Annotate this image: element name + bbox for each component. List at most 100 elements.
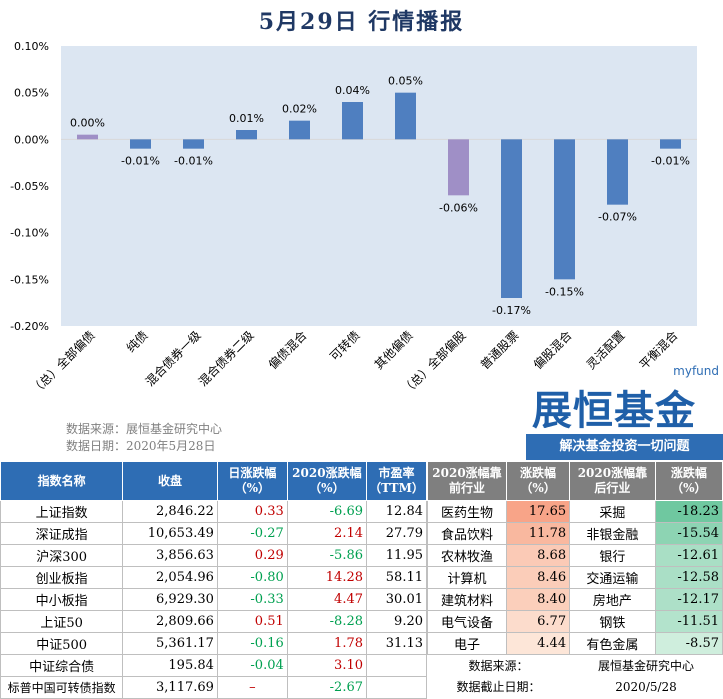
footer-value: 2020/5/28 (615, 679, 677, 694)
table-row: 沪深300 3,856.63 0.29 -5.86 11.95 (0, 544, 427, 567)
day-change-cell: 0.51 (216, 610, 288, 633)
x-tick-label: 普通股票 (478, 328, 522, 372)
ytd-change-cell: 4.47 (286, 588, 368, 611)
x-tick-label: 可转债 (327, 328, 363, 364)
y-tick-label: -0.15% (10, 273, 49, 286)
bar (607, 139, 628, 205)
table-row: 中证综合债 195.84 -0.04 3.10 (0, 654, 427, 677)
pe-cell (366, 654, 427, 677)
close-cell: 6,929.30 (122, 588, 218, 611)
y-tick-label: 0.00% (14, 133, 49, 146)
ytd-change-cell: 1.78 (286, 632, 368, 655)
bottom-change-cell: -11.51 (654, 610, 723, 633)
footer-value: 展恒基金研究中心 (598, 659, 695, 673)
index-table: 指数名称 收盘 日涨跌幅（%） 2020涨跌幅（%） 市盈率（TTM） 上证指数… (0, 461, 427, 699)
index-name-cell: 上证指数 (0, 500, 124, 523)
x-tick-label: 混合债券二级 (195, 328, 257, 390)
footer-label: 数据来源： (468, 659, 529, 673)
brand-logo: myfund 展恒基金 解决基金投资一切问题 (526, 364, 723, 464)
data-label: -0.15% (545, 285, 584, 298)
data-label: -0.01% (121, 155, 160, 168)
x-tick-label: 偏债混合 (265, 328, 310, 373)
col-header-bottom-industry: 2020涨幅靠后行业 (569, 461, 656, 501)
footer-row: 数据截止日期： 2020/5/28 (428, 676, 723, 697)
top-industry-cell: 医药生物 (427, 500, 507, 523)
table-row: 创业板指 2,054.96 -0.80 14.28 58.11 (0, 566, 427, 589)
day-change-cell: – (216, 676, 288, 699)
col-header-top-industry: 2020涨幅靠前行业 (427, 461, 507, 501)
data-label: -0.17% (492, 304, 531, 317)
y-tick-label: 0.05% (14, 87, 49, 100)
top-change-cell: 17.65 (505, 500, 571, 523)
pe-cell (366, 676, 427, 699)
x-tick-label: （总）全部偏债 (28, 328, 98, 398)
ytd-change-cell: -2.67 (286, 676, 368, 699)
logo-slogan: 解决基金投资一切问题 (526, 434, 723, 460)
y-tick-label: -0.10% (10, 227, 49, 240)
x-tick-label: 混合债券一级 (142, 328, 204, 390)
table-row: 标普中国可转债指数 3,117.69– -2.67 (0, 676, 427, 699)
top-change-cell: 8.68 (505, 544, 571, 567)
bottom-industry-cell: 非银金融 (569, 522, 656, 545)
bar (660, 139, 681, 149)
close-cell: 2,809.66 (122, 610, 218, 633)
index-name-cell: 沪深300 (0, 544, 124, 567)
ytd-change-cell: 3.10 (286, 654, 368, 677)
day-change-cell: -0.80 (216, 566, 288, 589)
bottom-industry-cell: 采掘 (569, 500, 656, 523)
table-row: 农林牧渔 8.68 银行 -12.61 (427, 544, 723, 567)
industry-table: 2020涨幅靠前行业 涨跌幅（%） 2020涨幅靠后行业 涨跌幅（%） 医药生物… (427, 461, 723, 697)
table-row: 中证500 5,361.17 -0.16 1.78 31.13 (0, 632, 427, 655)
bar (501, 139, 522, 298)
pe-cell: 12.84 (366, 500, 427, 523)
bar-chart: 0.10% 0.05% 0.00% -0.05% -0.10% -0.15% -0.20% 0… (10, 40, 697, 398)
top-industry-cell: 食品饮料 (427, 522, 507, 545)
col-header-ytd: 2020涨跌幅（%） (286, 461, 368, 501)
bottom-industry-cell: 钢铁 (569, 610, 656, 633)
index-name-cell: 深证成指 (0, 522, 124, 545)
logo-brand-text: 展恒基金 (532, 388, 696, 434)
bar (554, 139, 575, 280)
top-change-cell: 8.46 (505, 566, 571, 589)
close-cell: 10,653.49 (122, 522, 218, 545)
table-row: 上证50 2,809.66 0.51 -8.28 9.20 (0, 610, 427, 633)
close-cell: 3,117.69 (122, 676, 218, 699)
pe-cell: 9.20 (366, 610, 427, 633)
index-name-cell: 中小板指 (0, 588, 124, 611)
pe-cell: 58.11 (366, 566, 427, 589)
table-row: 医药生物 17.65 采掘 -18.23 (427, 500, 723, 523)
bottom-change-cell: -15.54 (654, 522, 723, 545)
index-name-cell: 创业板指 (0, 566, 124, 589)
data-label: 0.05% (388, 75, 423, 88)
index-name-cell: 中证500 (0, 632, 124, 655)
table-row: 电气设备 6.77 钢铁 -11.51 (427, 610, 723, 633)
top-industry-cell: 农林牧渔 (427, 544, 507, 567)
close-cell: 195.84 (122, 654, 218, 677)
top-change-cell: 11.78 (505, 522, 571, 545)
pe-cell: 31.13 (366, 632, 427, 655)
col-header-day: 日涨跌幅（%） (216, 461, 288, 501)
y-tick-label: -0.20% (10, 320, 49, 333)
top-change-cell: 6.77 (505, 610, 571, 633)
index-name-cell: 中证综合债 (0, 654, 124, 677)
table-row: 上证指数 2,846.22 0.33 -6.69 12.84 (0, 500, 427, 523)
bar (342, 102, 363, 140)
day-change-cell: -0.04 (216, 654, 288, 677)
ytd-change-cell: -8.28 (286, 610, 368, 633)
close-cell: 5,361.17 (122, 632, 218, 655)
col-header-name: 指数名称 (0, 461, 124, 501)
table-row: 建筑材料 8.40 房地产 -12.17 (427, 588, 723, 611)
table-row: 中小板指 6,929.30 -0.33 4.47 30.01 (0, 588, 427, 611)
ytd-change-cell: -6.69 (286, 500, 368, 523)
data-label: -0.06% (439, 201, 478, 214)
top-industry-cell: 计算机 (427, 566, 507, 589)
bar (183, 139, 204, 149)
y-tick-label: -0.05% (10, 180, 49, 193)
day-change-cell: -0.16 (216, 632, 288, 655)
bottom-change-cell: -12.58 (654, 566, 723, 589)
top-industry-cell: 电子 (427, 632, 507, 655)
day-change-cell: -0.33 (216, 588, 288, 611)
x-tick-label: 其他偏债 (371, 328, 416, 373)
top-change-cell: 8.40 (505, 588, 571, 611)
top-industry-cell: 电气设备 (427, 610, 507, 633)
